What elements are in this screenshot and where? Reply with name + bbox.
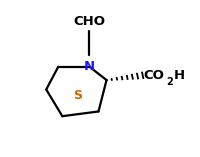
Text: N: N [83, 60, 95, 73]
Text: 2: 2 [165, 77, 172, 87]
Text: CHO: CHO [73, 15, 105, 28]
Text: S: S [73, 89, 81, 102]
Text: H: H [173, 69, 184, 82]
Text: CO: CO [143, 69, 164, 82]
